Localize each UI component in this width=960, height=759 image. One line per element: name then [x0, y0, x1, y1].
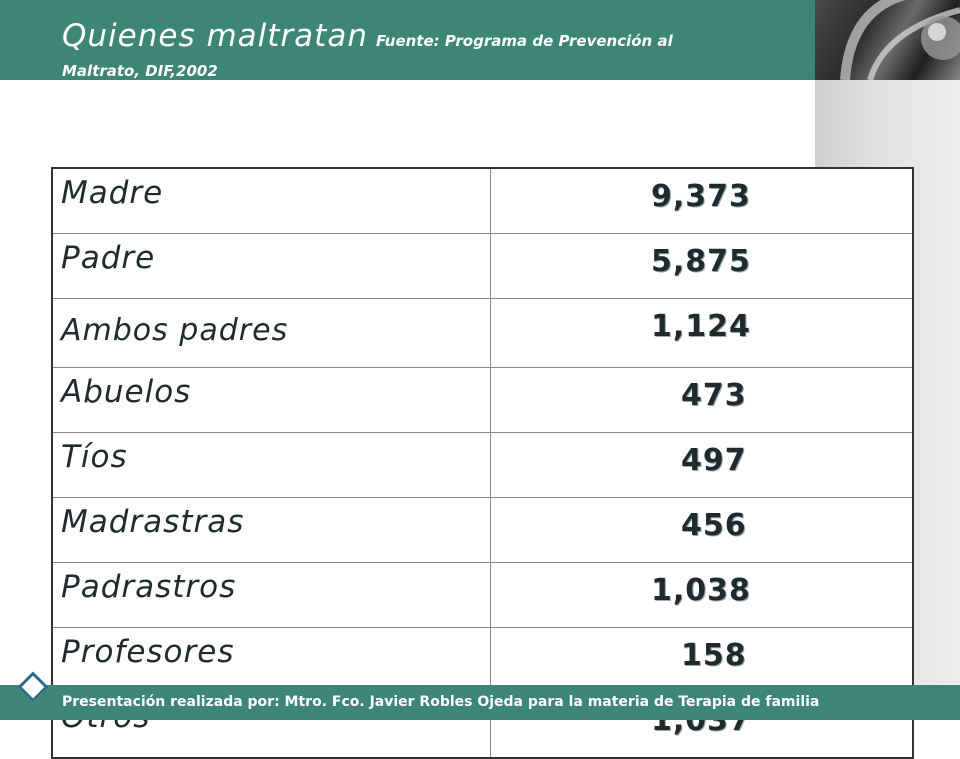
slide-footer: Presentación realizada por: Mtro. Fco. J… [0, 685, 960, 720]
slide-title: Quienes maltratan [62, 18, 368, 54]
row-label: Madrastras [51, 497, 491, 563]
row-label: Padre [51, 233, 491, 299]
row-label: Padrastros [51, 562, 491, 628]
row-label: Ambos padres [51, 298, 491, 368]
row-value: 1,038 [490, 562, 914, 628]
title-line: Quienes maltratan Fuente: Programa de Pre… [62, 18, 673, 54]
header-art-decoration [815, 0, 960, 80]
table-row: Padre 5,875 [51, 233, 914, 299]
row-value: 9,373 [490, 167, 914, 234]
footer-credit: Presentación realizada por: Mtro. Fco. J… [62, 694, 820, 710]
table-row: Madre 9,373 [51, 167, 914, 234]
abusers-table: Madre 9,373 Padre 5,875 Ambos padres 1,1… [51, 167, 914, 759]
table-row: Abuelos 473 [51, 367, 914, 433]
table-row: Madrastras 456 [51, 497, 914, 563]
row-label: Tíos [51, 432, 491, 498]
table-row: Tíos 497 [51, 432, 914, 498]
row-value: 473 [490, 367, 914, 433]
source-text-line2: Maltrato, DIF,2002 [62, 62, 218, 80]
table-row: Profesores 158 [51, 627, 914, 693]
diamond-logo-inner [27, 681, 39, 693]
row-label: Profesores [51, 627, 491, 693]
row-label: Abuelos [51, 367, 491, 433]
table-row: Ambos padres 1,124 [51, 298, 914, 368]
row-value: 1,124 [490, 298, 914, 368]
row-value: 5,875 [490, 233, 914, 299]
slide-header: Quienes maltratan Fuente: Programa de Pre… [0, 0, 960, 80]
row-value: 158 [490, 627, 914, 693]
table-row: Padrastros 1,038 [51, 562, 914, 628]
row-value: 456 [490, 497, 914, 563]
row-value: 497 [490, 432, 914, 498]
source-text-line1: Fuente: Programa de Prevención al [375, 32, 673, 50]
row-label: Madre [51, 167, 491, 234]
